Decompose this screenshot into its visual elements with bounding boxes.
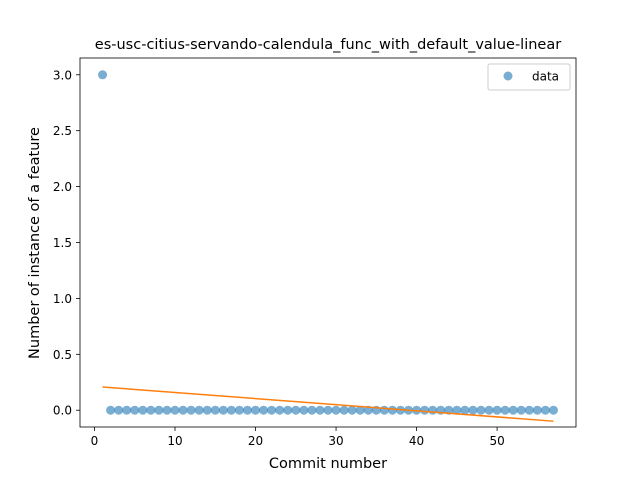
data-point bbox=[323, 405, 333, 415]
y-tick-label: 3.0 bbox=[53, 68, 72, 82]
data-point bbox=[291, 405, 301, 415]
y-tick-label: 1.0 bbox=[53, 292, 72, 306]
chart-title: es-usc-citius-servando-calendula_func_wi… bbox=[95, 37, 561, 53]
x-tick-label: 0 bbox=[91, 434, 99, 448]
data-point bbox=[283, 405, 293, 415]
data-point bbox=[251, 405, 261, 415]
data-point bbox=[468, 405, 478, 415]
data-point bbox=[275, 405, 285, 415]
data-point bbox=[532, 405, 542, 415]
data-point bbox=[540, 405, 550, 415]
data-point bbox=[138, 405, 148, 415]
axes: 0 10 20 30 40 50 0.0 0.5 1.0 1.5 2.0 2.5 3.0 bbox=[53, 57, 577, 448]
data-point bbox=[347, 405, 357, 415]
legend-frame bbox=[487, 63, 571, 91]
data-point bbox=[106, 405, 116, 415]
data-point bbox=[492, 405, 502, 415]
x-tick-label: 20 bbox=[248, 434, 263, 448]
data-point bbox=[524, 405, 534, 415]
data-point bbox=[267, 405, 277, 415]
data-point bbox=[194, 405, 204, 415]
data-point bbox=[226, 405, 236, 415]
x-tick-label: 40 bbox=[409, 434, 424, 448]
data-point bbox=[259, 405, 269, 415]
legend-marker-data bbox=[503, 71, 513, 81]
x-axis-label: Commit number bbox=[269, 456, 387, 472]
x-tick-label: 30 bbox=[328, 434, 343, 448]
data-point bbox=[202, 405, 212, 415]
data-point bbox=[355, 405, 365, 415]
data-point bbox=[307, 405, 317, 415]
data-point bbox=[420, 405, 430, 415]
data-point bbox=[98, 70, 108, 80]
data-point bbox=[476, 405, 486, 415]
y-tick-label: 2.5 bbox=[53, 124, 72, 138]
y-tick-label: 0.5 bbox=[53, 348, 72, 362]
data-point bbox=[484, 405, 494, 415]
legend-label-data: data bbox=[532, 70, 559, 84]
x-tick-label: 10 bbox=[167, 434, 182, 448]
data-point bbox=[186, 405, 196, 415]
y-tick-label: 1.5 bbox=[53, 236, 72, 250]
data-point bbox=[315, 405, 325, 415]
data-point bbox=[114, 405, 124, 415]
data-point bbox=[500, 405, 510, 415]
axes-frame bbox=[79, 57, 577, 428]
data-point bbox=[331, 405, 341, 415]
x-tick-label: 50 bbox=[489, 434, 504, 448]
data-point bbox=[162, 405, 172, 415]
data-point bbox=[508, 405, 518, 415]
data-point bbox=[452, 405, 462, 415]
data-point bbox=[170, 405, 180, 415]
y-axis-label: Number of instance of a feature bbox=[27, 127, 43, 359]
data-point bbox=[379, 405, 389, 415]
data-point bbox=[339, 405, 349, 415]
data-point bbox=[218, 405, 228, 415]
trend-line bbox=[102, 386, 554, 422]
data-point bbox=[122, 405, 132, 415]
data-point bbox=[130, 405, 140, 415]
data-point bbox=[387, 405, 397, 415]
data-point bbox=[516, 405, 526, 415]
data-point bbox=[154, 405, 164, 415]
legend: data bbox=[487, 63, 571, 91]
data-point bbox=[234, 405, 244, 415]
data-point bbox=[210, 405, 220, 415]
data-point bbox=[548, 405, 558, 415]
data-point bbox=[178, 405, 188, 415]
y-tick-label: 0.0 bbox=[53, 404, 72, 418]
plot-area bbox=[98, 70, 558, 422]
data-point bbox=[460, 405, 470, 415]
data-point bbox=[428, 405, 438, 415]
data-point bbox=[299, 405, 309, 415]
y-tick-label: 2.0 bbox=[53, 180, 72, 194]
data-point bbox=[242, 405, 252, 415]
data-point bbox=[146, 405, 156, 415]
